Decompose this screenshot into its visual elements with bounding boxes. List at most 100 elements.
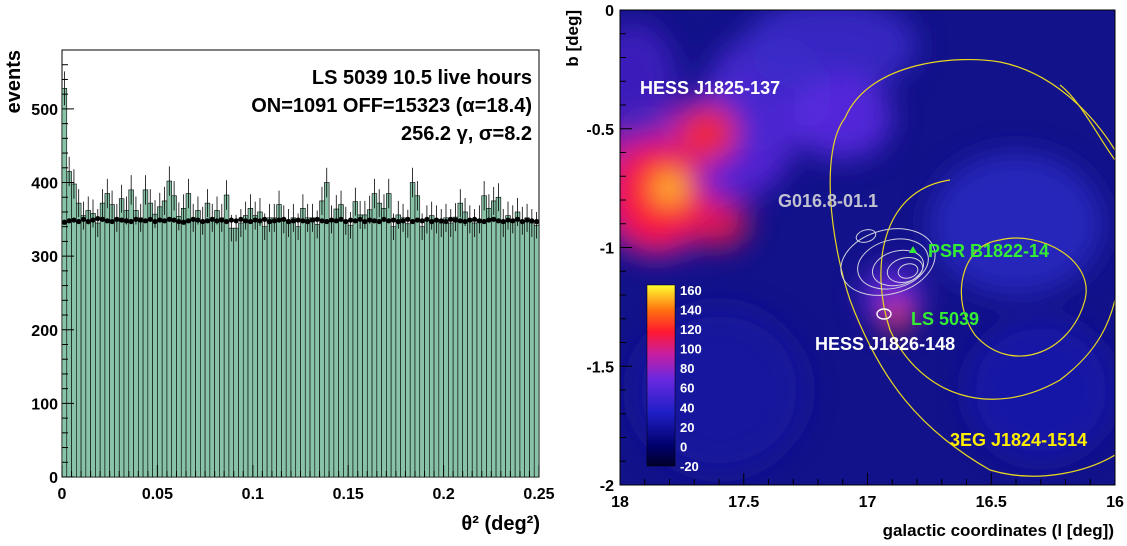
off-point [362, 218, 368, 225]
y-tick-label: 300 [31, 249, 58, 266]
off-point [128, 218, 134, 225]
off-point [243, 218, 249, 224]
histogram-title-line-3: 256.2 γ, σ=8.2 [401, 123, 532, 145]
histogram-bar [414, 195, 421, 478]
histogram-bar [424, 219, 430, 478]
histogram-bar [285, 222, 292, 478]
y-tick-label: 100 [31, 396, 58, 413]
off-point [481, 218, 487, 225]
excess-blob [929, 152, 1103, 295]
off-point [338, 216, 344, 222]
histogram-bar [95, 222, 101, 478]
off-point [409, 218, 416, 225]
off-point [328, 217, 335, 223]
excess-blob [632, 306, 806, 474]
off-point [443, 218, 449, 225]
histogram-bar [471, 222, 478, 478]
histogram-bar [138, 217, 144, 478]
histogram-bar [262, 226, 268, 478]
colorbar-tick-label: 100 [680, 342, 702, 357]
histogram-bar [409, 182, 416, 478]
off-point [138, 217, 144, 223]
colorbar-tick-label: 60 [680, 381, 694, 396]
colorbar-tick-label: 0 [680, 439, 687, 454]
off-point [80, 216, 87, 222]
off-point [309, 217, 316, 223]
histogram-bar [524, 217, 530, 478]
off-point [271, 218, 277, 224]
histogram-bar [71, 183, 77, 478]
histogram-bar [114, 217, 120, 478]
histogram-bar [133, 210, 139, 478]
histogram-bar [252, 215, 258, 478]
map-y-tick-label: -2 [600, 478, 614, 495]
histogram-bar [233, 227, 239, 478]
histogram-bar [371, 193, 378, 478]
histogram-bar [214, 210, 220, 478]
colorbar-tick-label: 120 [680, 322, 702, 337]
off-point [214, 218, 220, 224]
off-point [195, 217, 201, 223]
histogram-bar [357, 214, 363, 478]
map-x-tick-label: 18 [611, 494, 629, 511]
histogram-bar [519, 220, 525, 478]
histogram-bar [462, 211, 468, 478]
off-point [405, 216, 411, 222]
histogram-bar [448, 222, 454, 478]
y-tick-label: 0 [49, 470, 58, 487]
off-point [219, 217, 225, 223]
excess-map [620, 10, 1115, 474]
histogram-bar [109, 204, 115, 478]
off-point [457, 218, 463, 224]
off-point [290, 218, 296, 224]
off-point [491, 216, 497, 222]
histogram-bar [467, 219, 473, 478]
excess-blob [620, 21, 677, 141]
off-point [486, 217, 492, 223]
off-point [357, 216, 363, 222]
histogram-bar [347, 224, 354, 478]
histogram-bar [400, 217, 406, 478]
excess-blob [743, 10, 917, 94]
off-point [462, 218, 468, 225]
colorbar: 160 140 120 100 80 60 40 20 0 -20 [646, 283, 702, 474]
histogram-bar [390, 226, 397, 478]
histogram-bar [362, 214, 368, 478]
histogram-bar [495, 196, 502, 478]
histogram-bar [161, 200, 168, 478]
histogram-bar [433, 219, 440, 478]
histogram-bar [104, 193, 111, 478]
off-point [514, 216, 521, 222]
histogram-bar [85, 210, 91, 478]
off-point [171, 217, 177, 223]
histogram-error-bars [63, 71, 538, 242]
off-point [200, 218, 206, 225]
off-point [181, 219, 187, 225]
off-point [228, 217, 234, 223]
histogram-axes: 0 100 200 300 400 500 0 0.05 0.1 0.15 0.2 0.25 [31, 49, 555, 503]
map-y-tick-label: -1 [600, 241, 614, 258]
histogram-bar [476, 219, 483, 478]
histogram-bar [118, 198, 125, 478]
off-point [85, 218, 91, 225]
off-point [90, 217, 96, 223]
label-3eg: 3EG J1824-1514 [950, 430, 1087, 450]
off-point [419, 218, 425, 224]
histogram-bar [319, 200, 325, 478]
colorbar-tick-label: 40 [680, 400, 694, 415]
histogram-bar [80, 215, 87, 478]
map-y-tick-label: 0 [605, 3, 614, 20]
histogram-bar [500, 222, 506, 478]
histogram-bar [438, 222, 444, 478]
histogram-bar [281, 219, 287, 478]
histogram-bar [386, 193, 392, 478]
histogram-bar [276, 204, 282, 478]
off-point [414, 217, 420, 223]
histogram-bar [219, 217, 225, 478]
histogram-y-axis-label: events [3, 50, 25, 113]
off-point [500, 218, 506, 225]
off-point [281, 216, 287, 222]
histogram-bar [185, 193, 192, 478]
off-point [209, 216, 215, 222]
histogram-bar [505, 215, 511, 478]
